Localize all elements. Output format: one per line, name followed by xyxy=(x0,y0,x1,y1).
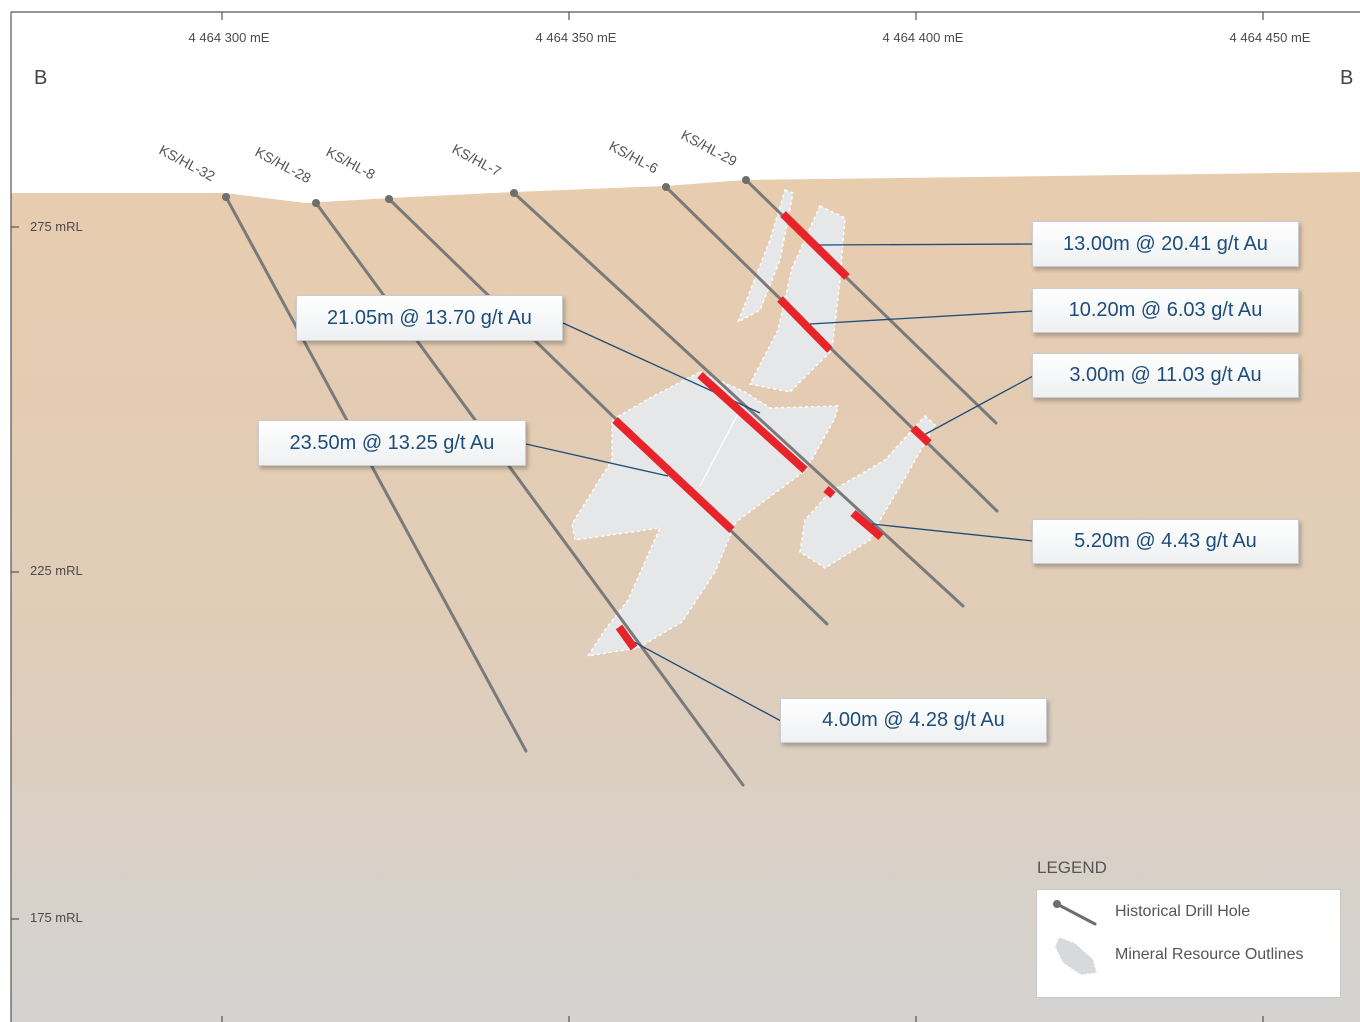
easting-label-3: 4 464 400 mE xyxy=(883,30,964,45)
easting-label-4: 4 464 450 mE xyxy=(1230,30,1311,45)
intercept-ks-hl-7 xyxy=(697,372,808,473)
leader-13m xyxy=(815,243,1034,246)
drill-hole-ks-hl-7 xyxy=(512,191,965,608)
callout-21m-13-70: 21.05m @ 13.70 g/t Au xyxy=(296,295,563,341)
section-label-left: B xyxy=(34,67,47,89)
resource-outline-thin xyxy=(736,189,794,324)
intercept-ks-hl-6-upper xyxy=(777,296,833,353)
collar-ks-hl-29 xyxy=(742,176,750,184)
callout-5m-4-43: 5.20m @ 4.43 g/t Au xyxy=(1032,519,1299,564)
collar-ks-hl-7 xyxy=(510,189,518,197)
legend-box: Historical Drill Hole Mineral Resource O… xyxy=(1036,889,1341,998)
hole-label-ks-hl-7: KS/HL-7 xyxy=(450,141,504,180)
rl-label-175: 175 mRL xyxy=(30,910,83,925)
intercept-ks-hl-7-small xyxy=(823,485,836,499)
resource-outline-right xyxy=(799,415,936,569)
drill-hole-ks-hl-8 xyxy=(387,197,829,626)
intercept-ks-hl-29 xyxy=(780,211,850,280)
hole-label-ks-hl-28: KS/HL-28 xyxy=(253,144,314,187)
intercept-ks-hl-28 xyxy=(615,624,638,651)
intercept-ks-hl-7-lower xyxy=(850,509,884,541)
leader-10m xyxy=(809,310,1034,325)
callout-23m-13-25: 23.50m @ 13.25 g/t Au xyxy=(258,420,526,466)
collar-ks-hl-8 xyxy=(385,195,393,203)
drill-hole-legend-icon xyxy=(1053,900,1097,926)
easting-ticks xyxy=(221,12,1264,1022)
hole-label-ks-hl-8: KS/HL-8 xyxy=(324,144,378,183)
rl-label-225: 225 mRL xyxy=(30,563,83,578)
rl-ticks xyxy=(11,226,19,920)
legend-item-drill-hole: Historical Drill Hole xyxy=(1115,903,1251,920)
drill-hole-ks-hl-6 xyxy=(664,185,999,513)
leader-5m xyxy=(871,523,1034,542)
callout-13m-20-41: 13.00m @ 20.41 g/t Au xyxy=(1032,221,1299,267)
leader-23m xyxy=(525,443,669,477)
drill-hole-ks-hl-32 xyxy=(224,195,528,753)
rl-label-275: 275 mRL xyxy=(30,219,83,234)
intercept-ks-hl-8 xyxy=(612,417,735,533)
easting-label-2: 4 464 350 mE xyxy=(536,30,617,45)
easting-label-1: 4 464 300 mE xyxy=(189,30,270,45)
collar-ks-hl-6 xyxy=(662,183,670,191)
collar-ks-hl-32 xyxy=(222,193,230,201)
callout-3m-11-03: 3.00m @ 11.03 g/t Au xyxy=(1032,353,1299,398)
legend-item-resource-outlines: Mineral Resource Outlines xyxy=(1115,946,1304,963)
leader-4m xyxy=(633,641,782,722)
leader-3m xyxy=(921,375,1034,437)
hole-label-ks-hl-29: KS/HL-29 xyxy=(679,127,740,170)
hole-label-ks-hl-6: KS/HL-6 xyxy=(607,138,661,177)
legend-title: LEGEND xyxy=(1037,858,1107,877)
section-label-right: B xyxy=(1340,67,1353,89)
collar-ks-hl-28 xyxy=(312,199,320,207)
resource-boundary-line xyxy=(699,409,741,487)
callout-4m-4-28: 4.00m @ 4.28 g/t Au xyxy=(780,698,1047,743)
hole-label-ks-hl-32: KS/HL-32 xyxy=(157,142,218,185)
callout-10m-6-03: 10.20m @ 6.03 g/t Au xyxy=(1032,288,1299,333)
intercepts xyxy=(612,211,932,651)
resource-outline-legend-icon xyxy=(1054,936,1098,976)
drill-collars xyxy=(222,176,750,207)
intercept-ks-hl-29-lower xyxy=(910,425,932,446)
